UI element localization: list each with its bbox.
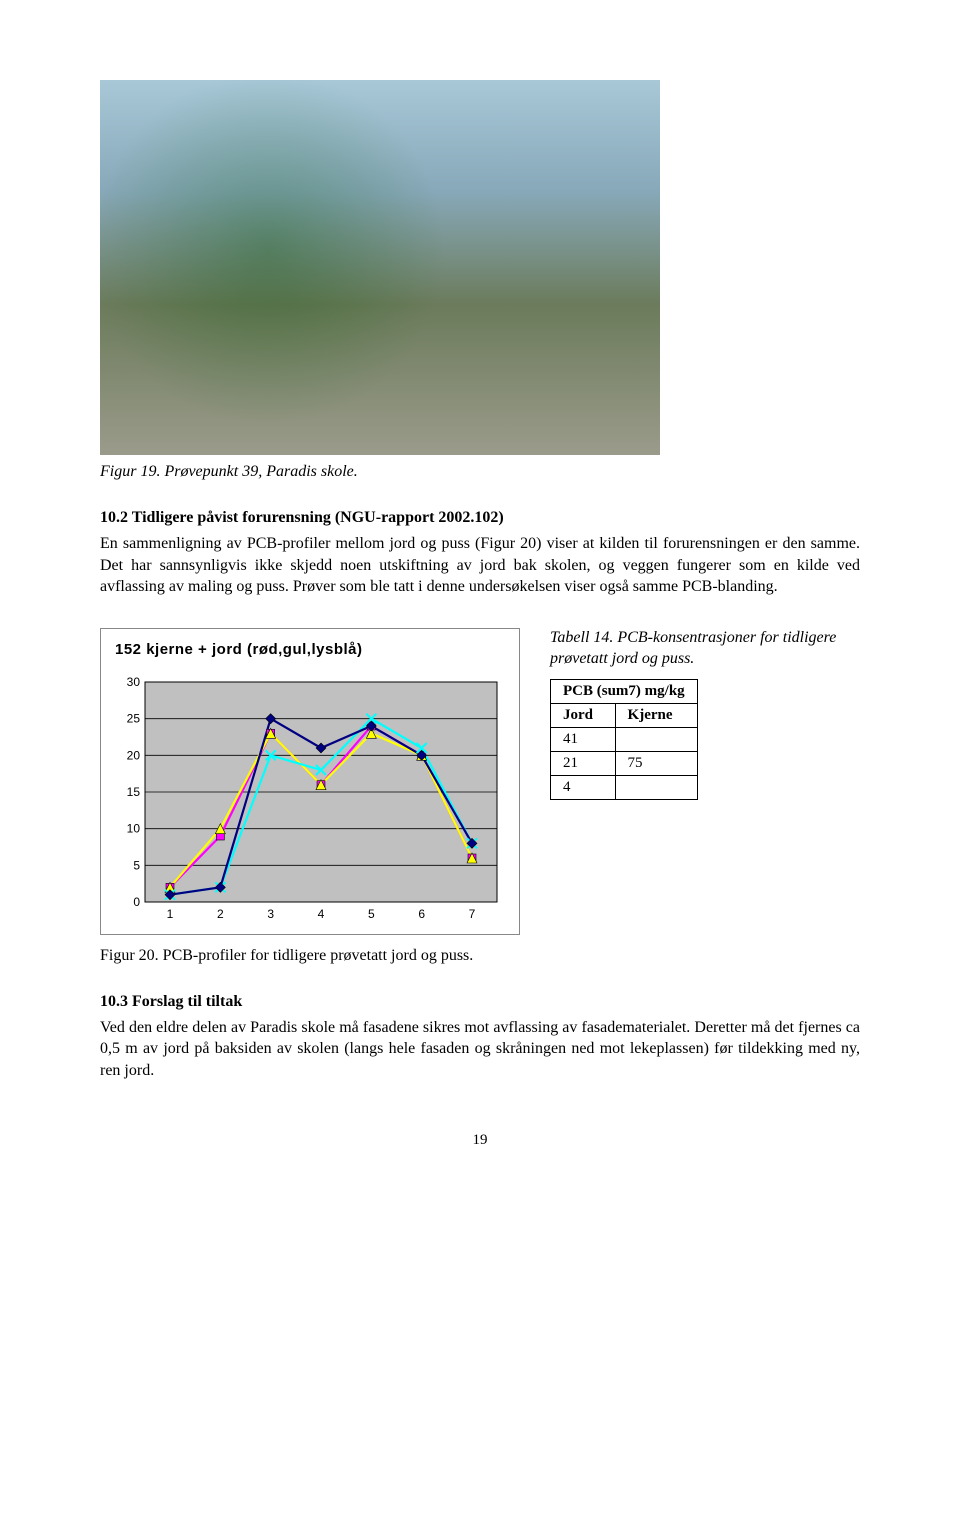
section-10-2-heading: 10.2 Tidligere påvist forurensning (NGU-… [100, 509, 860, 527]
chart-table-row: 152 kjerne + jord (rød,gul,lysblå) 0 5 10 1… [100, 628, 860, 935]
svg-text:7: 7 [469, 907, 476, 921]
figure-19-photo [100, 80, 660, 455]
chart-container: 152 kjerne + jord (rød,gul,lysblå) 0 5 10 1… [100, 628, 520, 935]
page-number: 19 [100, 1132, 860, 1149]
figure-19-caption: Figur 19. Prøvepunkt 39, Paradis skole. [100, 463, 860, 481]
svg-text:30: 30 [127, 676, 141, 689]
section-10-3-heading: 10.3 Forslag til tiltak [100, 993, 860, 1011]
svg-text:25: 25 [127, 711, 141, 725]
chart-title: 152 kjerne + jord (rød,gul,lysblå) [115, 641, 505, 658]
svg-text:20: 20 [127, 748, 141, 762]
svg-text:6: 6 [418, 907, 425, 921]
table-14-block: Tabell 14. PCB-konsentrasjoner for tidli… [550, 628, 860, 801]
section-10-3-paragraph: Ved den eldre delen av Paradis skole må … [100, 1017, 860, 1082]
svg-text:1: 1 [167, 907, 174, 921]
table-14-caption-prefix: Tabell 14. [550, 629, 613, 646]
svg-text:3: 3 [267, 907, 274, 921]
figure-20-caption: Figur 20. PCB-profiler for tidligere prø… [100, 947, 860, 965]
svg-text:10: 10 [127, 821, 141, 835]
svg-text:0: 0 [133, 895, 140, 909]
svg-text:5: 5 [133, 858, 140, 872]
section-10-2-paragraph: En sammenligning av PCB-profiler mellom … [100, 533, 860, 598]
table-14-caption: Tabell 14. PCB-konsentrasjoner for tidli… [550, 628, 860, 670]
svg-text:2: 2 [217, 907, 224, 921]
pcb-line-chart: 0 5 10 15 20 25 30 1 2 3 4 5 6 7 [115, 676, 505, 926]
svg-text:4: 4 [318, 907, 325, 921]
svg-text:15: 15 [127, 785, 141, 799]
svg-text:5: 5 [368, 907, 375, 921]
table-14: PCB (sum7) mg/kgJordKjerne4121754 [550, 679, 698, 800]
